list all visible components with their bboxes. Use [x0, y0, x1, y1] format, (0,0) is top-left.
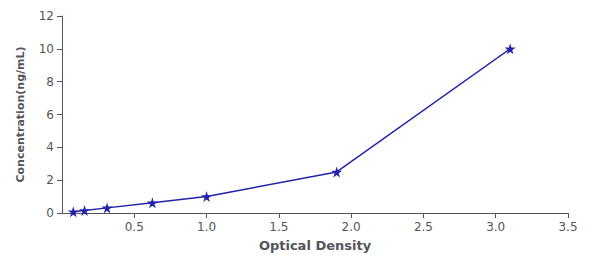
svg-text:2: 2	[46, 173, 54, 187]
svg-text:0.5: 0.5	[125, 220, 144, 234]
svg-text:Concentration(ng/mL): Concentration(ng/mL)	[14, 46, 27, 182]
svg-text:1.5: 1.5	[269, 220, 288, 234]
svg-text:12: 12	[39, 9, 54, 23]
svg-text:Optical Density: Optical Density	[259, 238, 372, 253]
svg-text:6: 6	[46, 108, 54, 122]
svg-text:2.0: 2.0	[342, 220, 361, 234]
svg-text:2.5: 2.5	[414, 220, 433, 234]
svg-text:4: 4	[46, 140, 54, 154]
svg-text:10: 10	[39, 42, 54, 56]
svg-text:8: 8	[46, 75, 54, 89]
svg-text:1.0: 1.0	[197, 220, 216, 234]
svg-text:3.0: 3.0	[486, 220, 505, 234]
svg-text:3.5: 3.5	[558, 220, 577, 234]
svg-text:0: 0	[46, 206, 54, 220]
